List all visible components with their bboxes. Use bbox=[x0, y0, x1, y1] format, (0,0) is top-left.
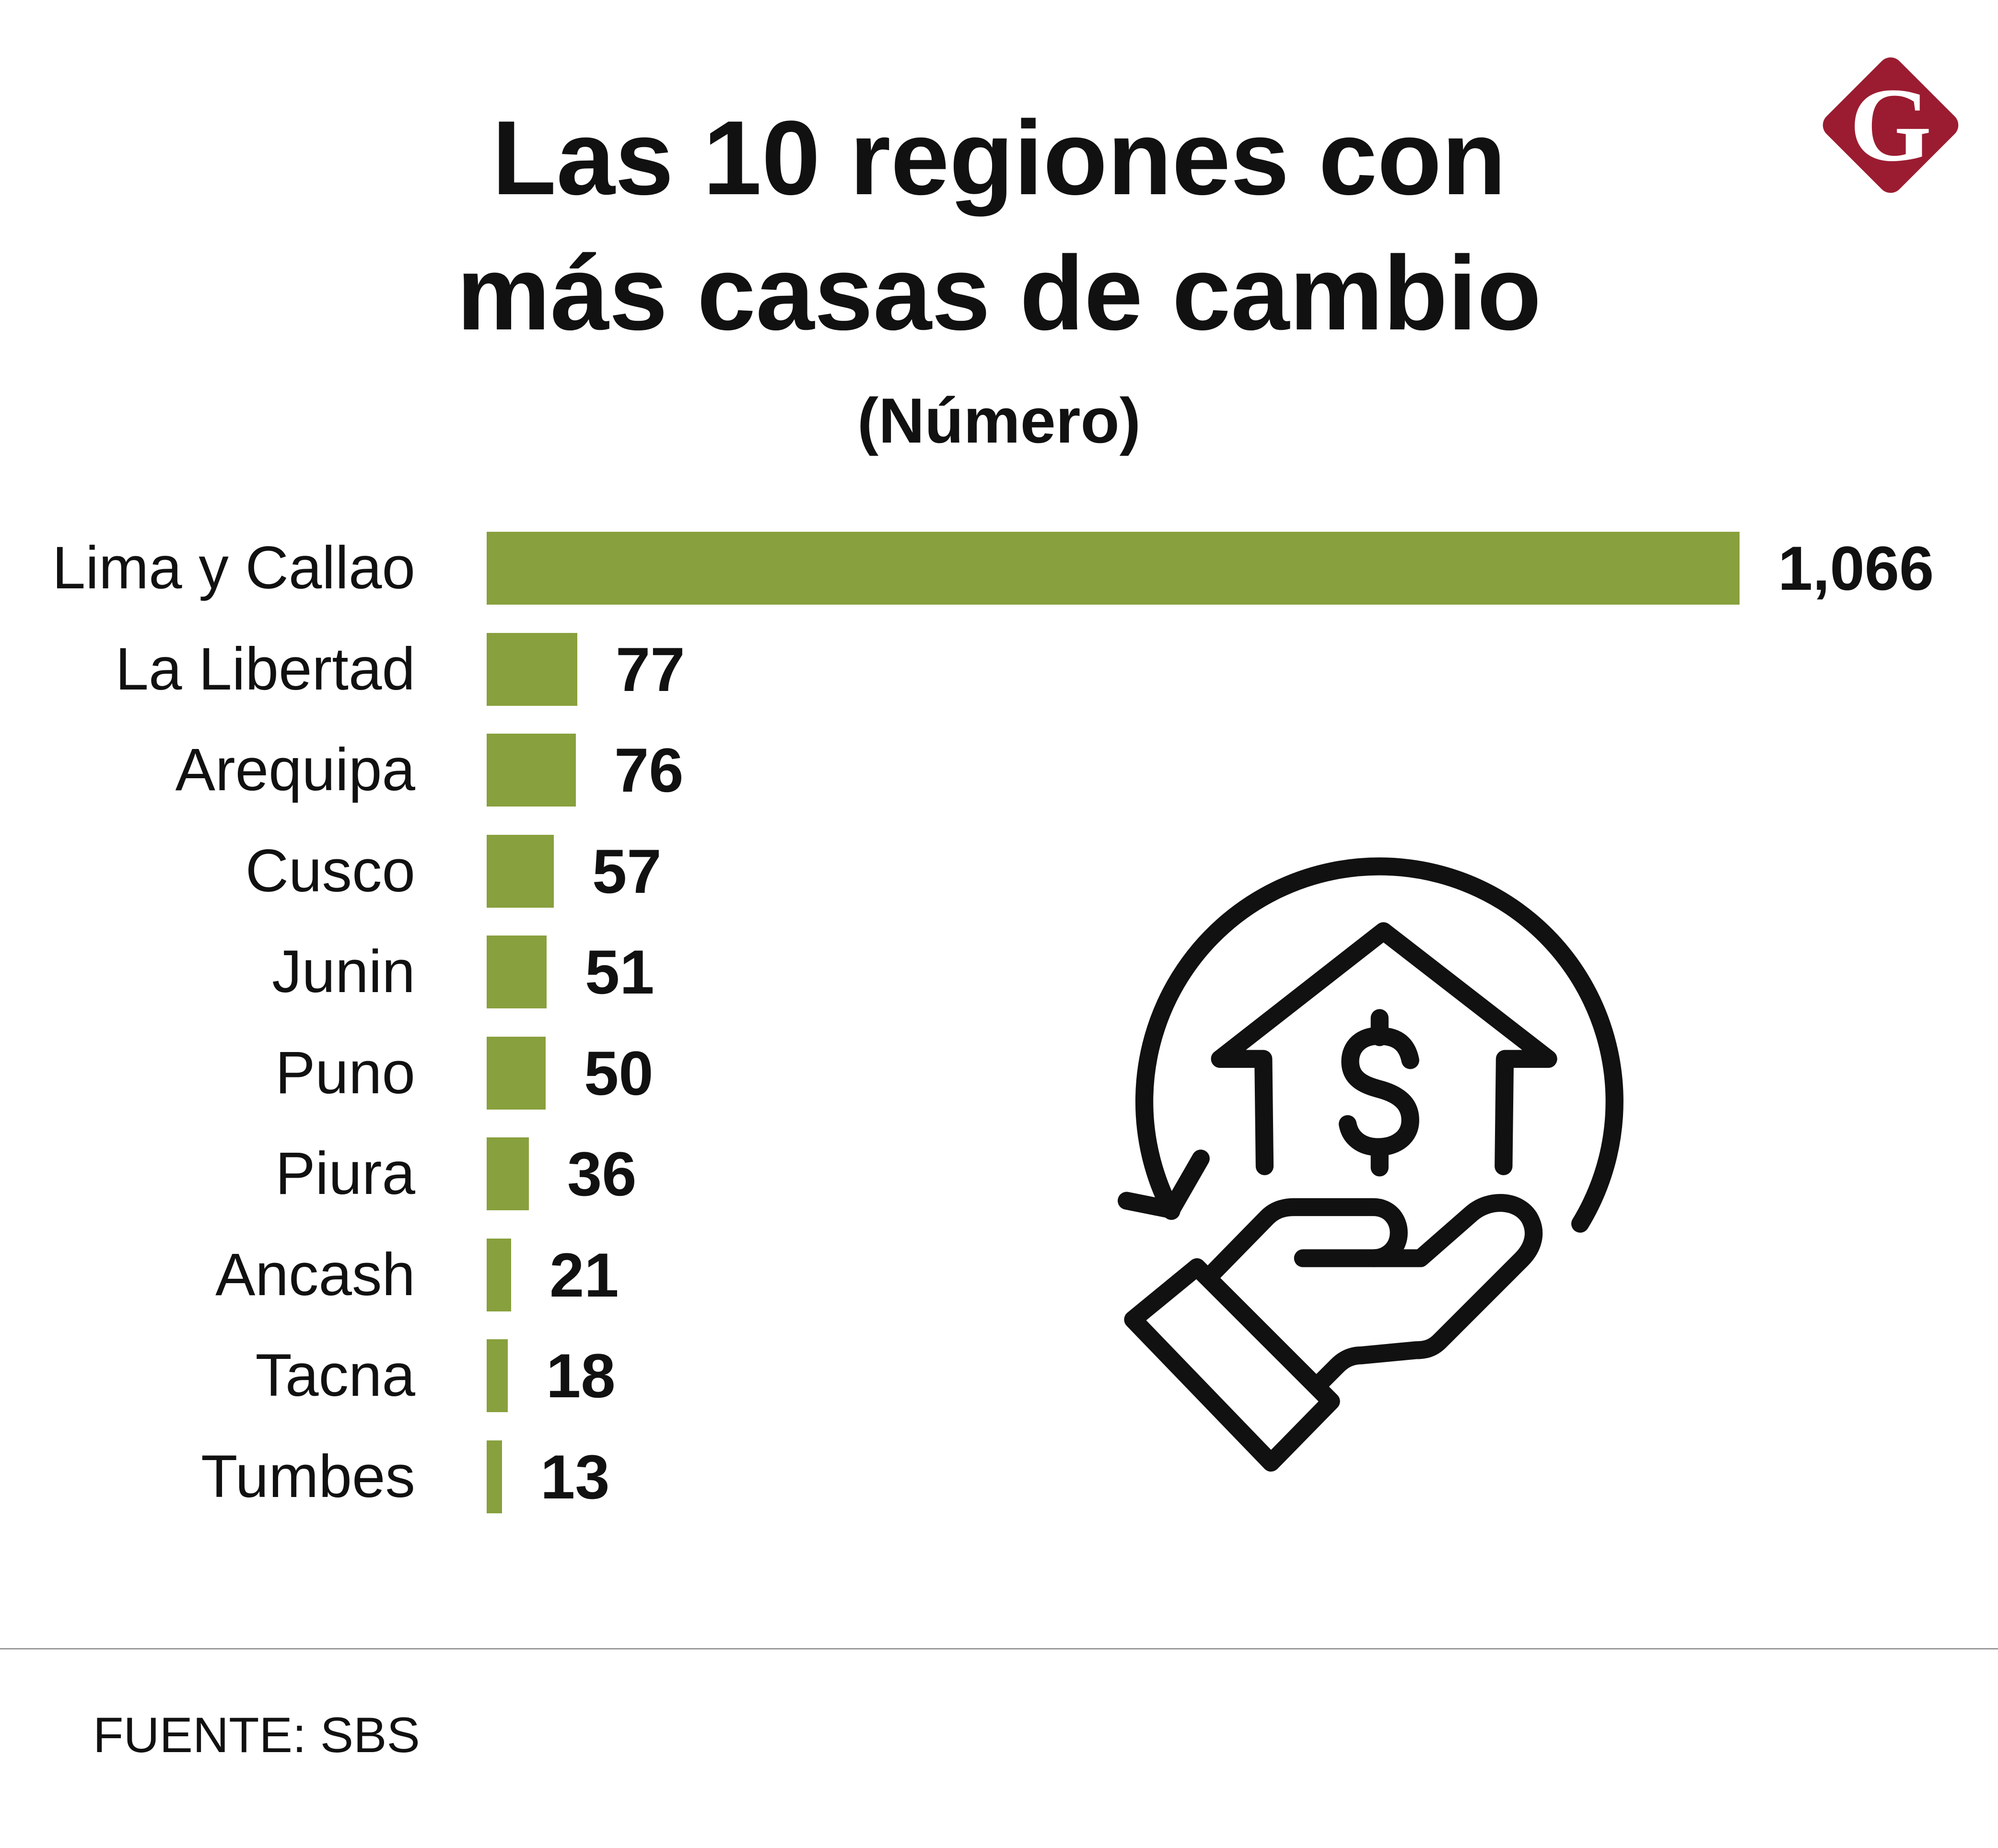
source-note: FUENTE: SBS bbox=[93, 1708, 420, 1763]
title-line-2: más casas de cambio bbox=[456, 234, 1542, 352]
arrow-head bbox=[1118, 1149, 1210, 1219]
logo-diamond bbox=[1823, 57, 1959, 193]
value-label: 36 bbox=[567, 1139, 637, 1209]
value-label: 57 bbox=[592, 836, 662, 906]
category-label: Puno bbox=[275, 1040, 415, 1106]
value-label: 50 bbox=[584, 1038, 654, 1108]
bar bbox=[487, 835, 554, 908]
logo-letter: G bbox=[1849, 66, 1931, 183]
bar-chart: Lima y Callao 1,066 La Libertad 77 Arequipa 7… bbox=[52, 532, 1934, 1513]
circular-arrow bbox=[1135, 857, 1624, 1233]
category-label: Tumbes bbox=[201, 1443, 415, 1510]
bar bbox=[487, 1339, 508, 1412]
value-label: 76 bbox=[614, 735, 684, 805]
dollar-sign bbox=[1339, 1009, 1419, 1177]
hand-palm bbox=[1199, 1198, 1408, 1287]
bar bbox=[487, 1239, 512, 1311]
hand-cuff bbox=[1124, 1258, 1340, 1472]
bar bbox=[487, 532, 1740, 605]
house-outline bbox=[1211, 922, 1557, 1175]
category-label: La Libertad bbox=[115, 636, 416, 702]
category-label: Piura bbox=[275, 1140, 415, 1207]
currency-exchange-icon bbox=[1118, 857, 1624, 1472]
value-label: 77 bbox=[616, 634, 685, 704]
value-label: 13 bbox=[540, 1442, 610, 1512]
category-label: Junin bbox=[272, 938, 415, 1005]
category-label: Tacna bbox=[255, 1342, 415, 1409]
category-label: Ancash bbox=[215, 1241, 415, 1308]
bar bbox=[487, 1037, 546, 1110]
divider bbox=[0, 1648, 1998, 1649]
bar bbox=[487, 936, 547, 1008]
bar bbox=[487, 1440, 502, 1513]
category-label: Cusco bbox=[245, 838, 415, 904]
chart-title: Las 10 regiones con más casas de cambio bbox=[0, 90, 1998, 361]
chart-subtitle: (Número) bbox=[857, 386, 1141, 456]
category-label: Lima y Callao bbox=[52, 535, 415, 601]
hand-fingers bbox=[1308, 1194, 1543, 1395]
value-label: 1,066 bbox=[1778, 533, 1934, 603]
bar bbox=[487, 734, 576, 807]
category-label: Arequipa bbox=[175, 737, 415, 803]
title-line-1: Las 10 regiones con bbox=[491, 99, 1507, 217]
value-label: 51 bbox=[585, 937, 654, 1007]
value-label: 21 bbox=[549, 1240, 619, 1310]
bar bbox=[487, 633, 577, 706]
bar bbox=[487, 1137, 529, 1210]
brand-logo: G bbox=[1823, 57, 1959, 193]
value-label: 18 bbox=[546, 1341, 616, 1411]
